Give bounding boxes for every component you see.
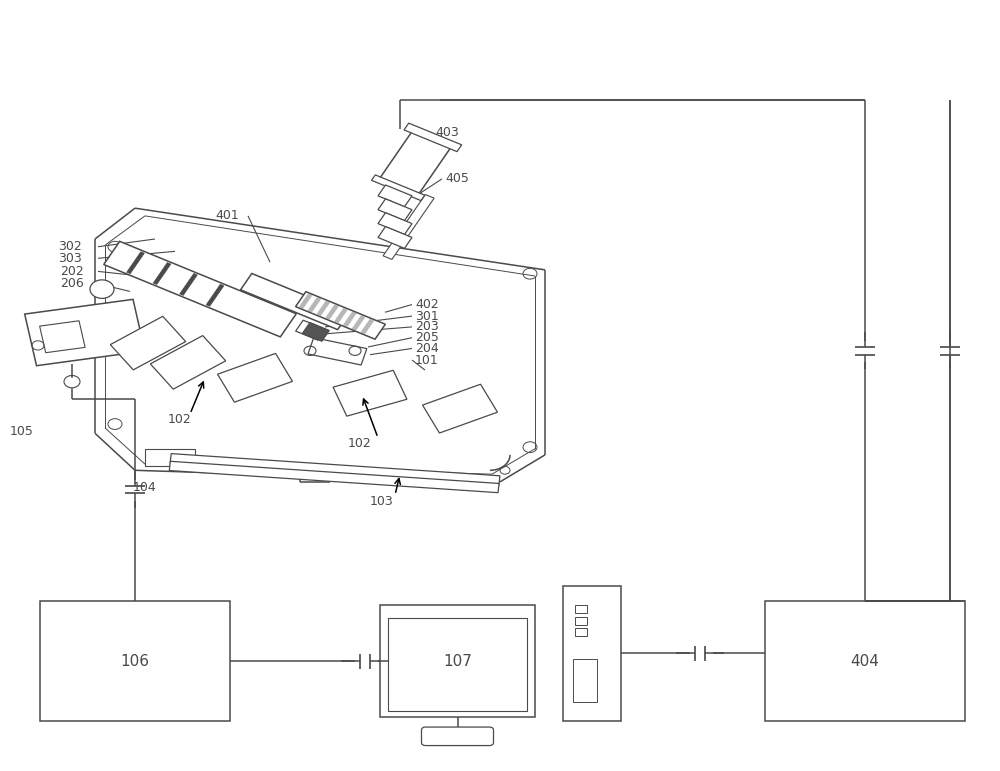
- Bar: [334, 308, 348, 323]
- Bar: [575, 605, 587, 613]
- Text: 105: 105: [10, 426, 34, 438]
- Bar: [575, 617, 587, 625]
- Bar: [380, 130, 452, 194]
- Text: 203: 203: [415, 321, 439, 333]
- Text: 301: 301: [415, 310, 439, 322]
- Bar: [383, 194, 434, 259]
- Text: 401: 401: [215, 210, 239, 222]
- Bar: [378, 213, 412, 234]
- Bar: [388, 618, 527, 711]
- Bar: [360, 318, 374, 334]
- Text: 202: 202: [60, 265, 84, 278]
- Bar: [563, 586, 621, 721]
- Bar: [110, 316, 186, 370]
- Bar: [104, 241, 296, 337]
- Bar: [145, 449, 195, 466]
- Text: 106: 106: [120, 654, 150, 668]
- FancyBboxPatch shape: [422, 727, 494, 746]
- Circle shape: [90, 280, 114, 298]
- Bar: [352, 315, 365, 331]
- Text: 405: 405: [445, 173, 469, 185]
- Bar: [423, 384, 497, 433]
- Bar: [378, 185, 412, 207]
- Bar: [378, 227, 412, 248]
- Bar: [241, 274, 349, 330]
- Bar: [127, 252, 144, 274]
- Bar: [372, 175, 425, 200]
- Text: 103: 103: [370, 495, 394, 507]
- Bar: [180, 274, 197, 295]
- Bar: [575, 628, 587, 636]
- Text: 102: 102: [168, 413, 192, 426]
- Text: 402: 402: [415, 298, 439, 311]
- Bar: [316, 301, 330, 316]
- Text: 302: 302: [58, 241, 82, 253]
- Text: 403: 403: [435, 126, 459, 139]
- Bar: [218, 353, 292, 402]
- Bar: [343, 311, 357, 327]
- Text: 404: 404: [851, 654, 879, 668]
- Text: 205: 205: [415, 332, 439, 344]
- Bar: [296, 320, 325, 340]
- Text: 102: 102: [348, 437, 372, 449]
- Bar: [302, 322, 329, 342]
- Bar: [153, 263, 171, 284]
- Bar: [40, 321, 85, 352]
- Bar: [296, 291, 385, 339]
- Bar: [404, 123, 462, 152]
- Text: 101: 101: [415, 354, 439, 366]
- Bar: [25, 299, 145, 365]
- Text: 206: 206: [60, 278, 84, 290]
- Text: 104: 104: [133, 481, 157, 493]
- Bar: [765, 601, 965, 721]
- Bar: [308, 297, 321, 312]
- Bar: [308, 338, 367, 365]
- Bar: [169, 461, 499, 493]
- Bar: [380, 605, 535, 717]
- Bar: [333, 370, 407, 416]
- Bar: [299, 294, 312, 309]
- Bar: [378, 199, 412, 221]
- Bar: [325, 305, 339, 320]
- Text: 204: 204: [415, 342, 439, 355]
- Bar: [573, 659, 597, 702]
- Bar: [170, 453, 500, 485]
- Bar: [206, 284, 224, 306]
- Text: 303: 303: [58, 252, 82, 264]
- Bar: [150, 335, 226, 389]
- Bar: [40, 601, 230, 721]
- Text: 107: 107: [443, 654, 472, 668]
